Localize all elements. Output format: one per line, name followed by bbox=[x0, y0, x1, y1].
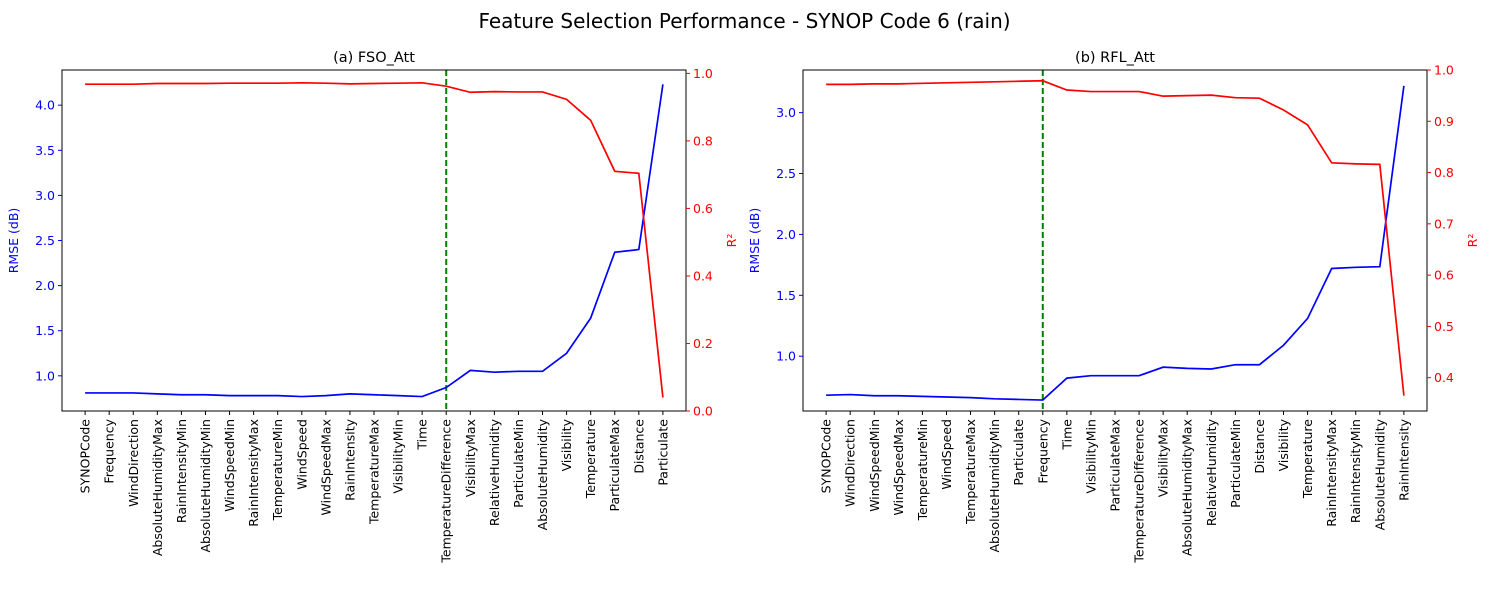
plot-frame bbox=[62, 70, 686, 411]
x-tick-label: SYNOPCode bbox=[78, 419, 93, 494]
x-tick-label: WindSpeedMin bbox=[867, 419, 882, 512]
y-left-tick-label: 3.0 bbox=[35, 188, 55, 203]
x-tick-label: RainIntensityMax bbox=[246, 419, 261, 527]
x-tick-label: WindSpeed bbox=[939, 419, 954, 490]
x-tick-label: WindSpeedMin bbox=[222, 419, 237, 512]
x-tick-label: ParticulateMin bbox=[511, 419, 526, 508]
r2-series-line bbox=[826, 81, 1404, 396]
y-left-tick-label: 3.5 bbox=[35, 143, 55, 158]
y-left-axis-label: RMSE (dB) bbox=[747, 208, 762, 274]
rmse-series-line bbox=[826, 86, 1404, 400]
y-right-tick-label: 0.8 bbox=[1434, 165, 1454, 180]
panel-title: (b) RFL_Att bbox=[1075, 50, 1155, 66]
y-right-tick-label: 0.2 bbox=[693, 336, 713, 351]
y-right-tick-label: 0.5 bbox=[1434, 319, 1454, 334]
y-left-tick-label: 1.5 bbox=[35, 323, 55, 338]
x-tick-label: Particulate bbox=[1011, 419, 1026, 486]
y-right-tick-label: 0.9 bbox=[1434, 114, 1454, 129]
y-left-tick-label: 3.0 bbox=[776, 105, 796, 120]
y-right-tick-label: 0.0 bbox=[693, 404, 713, 419]
x-tick-label: WindDirection bbox=[843, 419, 858, 507]
y-right-axis-label: R² bbox=[1465, 234, 1480, 248]
y-left-tick-label: 1.0 bbox=[776, 349, 796, 364]
x-tick-label: VisibilityMin bbox=[391, 419, 406, 494]
x-tick-label: WindSpeedMax bbox=[891, 419, 906, 515]
x-tick-label: WindSpeed bbox=[294, 419, 309, 490]
x-tick-label: AbsoluteHumidity bbox=[535, 418, 550, 530]
y-left-tick-label: 2.5 bbox=[35, 233, 55, 248]
x-tick-label: RainIntensityMin bbox=[1348, 419, 1363, 523]
y-right-tick-label: 0.6 bbox=[693, 201, 713, 216]
y-left-tick-label: 2.0 bbox=[35, 278, 55, 293]
x-tick-label: Temperature bbox=[1300, 419, 1315, 499]
x-tick-label: ParticulateMax bbox=[1108, 419, 1123, 512]
x-tick-label: AbsoluteHumidityMin bbox=[198, 419, 213, 553]
y-left-tick-label: 2.5 bbox=[776, 166, 796, 181]
x-tick-label: Time bbox=[1059, 419, 1074, 451]
y-right-axis-label: R² bbox=[724, 234, 739, 248]
x-tick-label: TemperatureMin bbox=[915, 419, 930, 521]
x-tick-label: RainIntensityMin bbox=[174, 419, 189, 523]
panel-fso-att: (a) FSO_Att 1.0 1.5 2.0 2.5 3.0 3.5 4.0 0.0 0.2 0.… bbox=[6, 50, 739, 564]
x-tick-label: RelativeHumidity bbox=[487, 418, 502, 526]
y-left-axis-label: RMSE (dB) bbox=[6, 208, 21, 274]
y-right-tick-label: 1.0 bbox=[693, 66, 713, 81]
y-left-tick-label: 2.0 bbox=[776, 227, 796, 242]
panel-title: (a) FSO_Att bbox=[333, 50, 415, 66]
x-tick-label: VisibilityMin bbox=[1083, 419, 1098, 494]
y-right-tick-label: 0.8 bbox=[693, 133, 713, 148]
x-tick-label: Particulate bbox=[655, 419, 670, 486]
rmse-series-line bbox=[85, 84, 663, 396]
x-tick-label: ParticulateMin bbox=[1228, 419, 1243, 508]
x-tick-label: Visibility bbox=[559, 418, 574, 471]
y-right-tick-label: 0.4 bbox=[1434, 370, 1454, 385]
y-right-tick-label: 0.4 bbox=[693, 268, 713, 283]
x-tick-label: RelativeHumidity bbox=[1204, 418, 1219, 526]
x-tick-label: Distance bbox=[631, 419, 646, 474]
y-right-tick-label: 1.0 bbox=[1434, 63, 1454, 78]
x-tick-label: Time bbox=[415, 419, 430, 451]
x-tick-label: TemperatureMax bbox=[963, 419, 978, 525]
x-tick-label: TemperatureDifference bbox=[439, 419, 454, 564]
x-tick-label: Distance bbox=[1252, 419, 1267, 474]
y-left-tick-label: 4.0 bbox=[35, 98, 55, 113]
x-tick-label: VisibilityMax bbox=[1156, 419, 1171, 497]
y-right-tick-label: 0.7 bbox=[1434, 216, 1454, 231]
x-tick-label: TemperatureMax bbox=[367, 419, 382, 525]
x-tick-label: SYNOPCode bbox=[819, 419, 834, 494]
y-left-tick-label: 1.0 bbox=[35, 368, 55, 383]
panel-rfl-att: (b) RFL_Att 1.0 1.5 2.0 2.5 3.0 0.4 0.5 0.6 0.7 0.… bbox=[747, 50, 1480, 564]
x-tick-label: Temperature bbox=[583, 419, 598, 499]
x-tick-label: AbsoluteHumidity bbox=[1372, 418, 1387, 530]
x-tick-label: VisibilityMax bbox=[463, 419, 478, 497]
x-tick-label: AbsoluteHumidityMin bbox=[987, 419, 1002, 553]
x-tick-label: WindSpeedMax bbox=[318, 419, 333, 515]
plot-frame bbox=[803, 70, 1427, 411]
x-tick-label: WindDirection bbox=[126, 419, 141, 507]
y-right-tick-label: 0.6 bbox=[1434, 268, 1454, 283]
x-tick-label: RainIntensityMax bbox=[1324, 419, 1339, 527]
x-tick-label: AbsoluteHumidityMax bbox=[150, 419, 165, 556]
x-tick-label: Visibility bbox=[1276, 418, 1291, 471]
x-tick-label: RainIntensity bbox=[1396, 418, 1411, 500]
x-tick-label: Frequency bbox=[102, 418, 117, 483]
y-left-tick-label: 1.5 bbox=[776, 288, 796, 303]
figure-title: Feature Selection Performance - SYNOP Co… bbox=[478, 9, 1010, 33]
x-tick-label: TemperatureDifference bbox=[1132, 419, 1147, 564]
x-tick-label: ParticulateMax bbox=[607, 419, 622, 512]
x-tick-label: RainIntensity bbox=[342, 418, 357, 500]
x-tick-label: TemperatureMin bbox=[270, 419, 285, 521]
x-tick-label: Frequency bbox=[1035, 418, 1050, 483]
x-tick-label: AbsoluteHumidityMax bbox=[1180, 419, 1195, 556]
r2-series-line bbox=[85, 83, 663, 398]
